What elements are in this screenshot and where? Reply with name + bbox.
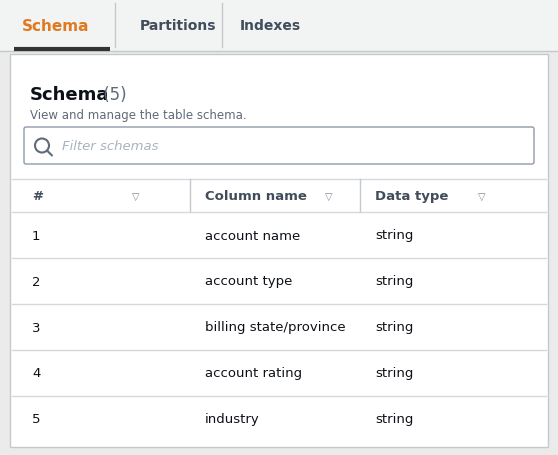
Text: 2: 2 — [32, 275, 41, 288]
Text: ▽: ▽ — [478, 191, 485, 201]
Text: account type: account type — [205, 275, 292, 288]
Text: 5: 5 — [32, 413, 41, 425]
Text: Partitions: Partitions — [140, 19, 217, 33]
Text: account name: account name — [205, 229, 300, 242]
Text: Schema: Schema — [22, 19, 89, 33]
Text: Indexes: Indexes — [240, 19, 301, 33]
Text: string: string — [375, 275, 413, 288]
Text: account rating: account rating — [205, 367, 302, 379]
Text: string: string — [375, 321, 413, 334]
Text: View and manage the table schema.: View and manage the table schema. — [30, 108, 247, 121]
Text: 4: 4 — [32, 367, 40, 379]
Text: #: # — [32, 190, 43, 202]
Text: ▽: ▽ — [325, 191, 333, 201]
Text: Schema: Schema — [30, 86, 109, 104]
Text: Data type: Data type — [375, 190, 449, 202]
Text: ▽: ▽ — [132, 191, 140, 201]
Text: (5): (5) — [98, 86, 127, 104]
Text: 3: 3 — [32, 321, 41, 334]
Bar — [10, 55, 548, 447]
Bar — [0, 0, 558, 52]
Text: string: string — [375, 413, 413, 425]
Text: Filter schemas: Filter schemas — [62, 140, 158, 153]
Text: industry: industry — [205, 413, 260, 425]
Text: 1: 1 — [32, 229, 41, 242]
Text: string: string — [375, 367, 413, 379]
Text: string: string — [375, 229, 413, 242]
FancyBboxPatch shape — [24, 128, 534, 165]
Text: Column name: Column name — [205, 190, 307, 202]
Text: billing state/province: billing state/province — [205, 321, 345, 334]
